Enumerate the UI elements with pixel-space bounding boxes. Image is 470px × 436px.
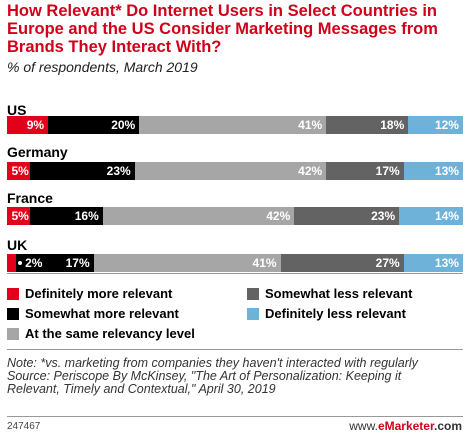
bar-segment: 5% <box>7 162 30 180</box>
bar-segment: 14% <box>399 207 463 225</box>
legend-swatch <box>7 327 19 340</box>
data-label: 9% <box>26 118 45 132</box>
legend-bottom-divider <box>7 349 463 350</box>
source-text: Source: Periscope By McKinsey, "The Art … <box>7 369 402 396</box>
legend-label: Somewhat more relevant <box>25 306 179 321</box>
legend-item: Definitely more relevant <box>7 286 172 301</box>
data-label: 41% <box>298 118 323 132</box>
stacked-bar: 9% 20% 41% 18% 12% <box>7 116 463 134</box>
stacked-bar: 17% 41% 27% 13% <box>7 254 463 272</box>
data-label: 18% <box>380 118 405 132</box>
legend-item: Somewhat less relevant <box>247 286 412 301</box>
data-label: 42% <box>298 164 323 178</box>
bar-segment: 41% <box>139 116 327 134</box>
bar-segment: 41% <box>93 254 281 272</box>
legend-swatch <box>247 307 259 320</box>
legend-top-divider <box>7 273 463 274</box>
bar-segment: 13% <box>403 254 463 272</box>
bar-segment <box>7 254 17 272</box>
legend-item: Somewhat more relevant <box>7 306 179 321</box>
data-label: 23% <box>106 164 131 178</box>
bar-segment: 27% <box>280 254 404 272</box>
brand-prefix: www. <box>349 419 378 433</box>
bar-segment: 13% <box>403 162 463 180</box>
legend-item: Definitely less relevant <box>247 306 406 321</box>
bar-segment: 23% <box>29 162 135 180</box>
bar-segment: 23% <box>294 207 400 225</box>
bar-segment: 20% <box>48 116 140 134</box>
data-label: 20% <box>111 118 136 132</box>
legend-label: Definitely more relevant <box>25 286 173 301</box>
data-label: 41% <box>252 256 277 270</box>
data-label: 5% <box>11 164 29 178</box>
legend-swatch <box>247 287 259 300</box>
category-label: US <box>7 102 27 118</box>
data-label: 14% <box>434 209 459 223</box>
bar-segment: 42% <box>102 207 295 225</box>
legend-swatch <box>7 307 19 320</box>
chart-title: How Relevant* Do Internet Users in Selec… <box>7 2 438 56</box>
data-label: 17% <box>65 256 90 270</box>
data-label: 13% <box>434 256 459 270</box>
data-label: 17% <box>375 164 400 178</box>
footer-divider <box>7 416 463 417</box>
bar-segment: 42% <box>134 162 327 180</box>
legend-label: Somewhat less relevant <box>265 286 413 301</box>
category-label: France <box>7 190 53 206</box>
chart-id: 247467 <box>7 421 41 432</box>
bar-segment: 18% <box>326 116 409 134</box>
data-label: 13% <box>434 164 459 178</box>
stacked-bar: 5% 16% 42% 23% 14% <box>7 207 463 225</box>
notes: Note: *vs. marketing from companies they… <box>7 357 427 396</box>
legend-label: Definitely less relevant <box>265 306 406 321</box>
bar-segment: 16% <box>29 207 103 225</box>
legend-item: At the same relevancy level <box>7 326 195 341</box>
bar-segment: 17% <box>16 254 94 272</box>
brand-logo[interactable]: www.eMarketer.com <box>349 419 462 433</box>
bar-segment: 12% <box>408 116 463 134</box>
legend-label: At the same relevancy level <box>25 326 195 341</box>
chart-subtitle: % of respondents, March 2019 <box>7 59 198 75</box>
bar-segment: 5% <box>7 207 30 225</box>
data-label: 42% <box>266 209 291 223</box>
category-label: Germany <box>7 144 68 160</box>
data-label: 16% <box>74 209 99 223</box>
category-label: UK <box>7 237 28 253</box>
brand-suffix: .com <box>433 419 462 433</box>
bar-segment: 9% <box>7 116 49 134</box>
bar-segment: 17% <box>326 162 404 180</box>
callout-dot <box>18 261 23 265</box>
data-label: 12% <box>434 118 459 132</box>
stacked-bar: 5% 23% 42% 17% 13% <box>7 162 463 180</box>
brand-name: eMarketer <box>377 419 434 433</box>
data-label: 5% <box>11 209 29 223</box>
callout-label: 2% <box>25 256 43 270</box>
data-label: 27% <box>375 256 400 270</box>
legend-swatch <box>7 287 19 300</box>
note-text: Note: *vs. marketing from companies they… <box>7 356 418 370</box>
data-label: 23% <box>371 209 396 223</box>
